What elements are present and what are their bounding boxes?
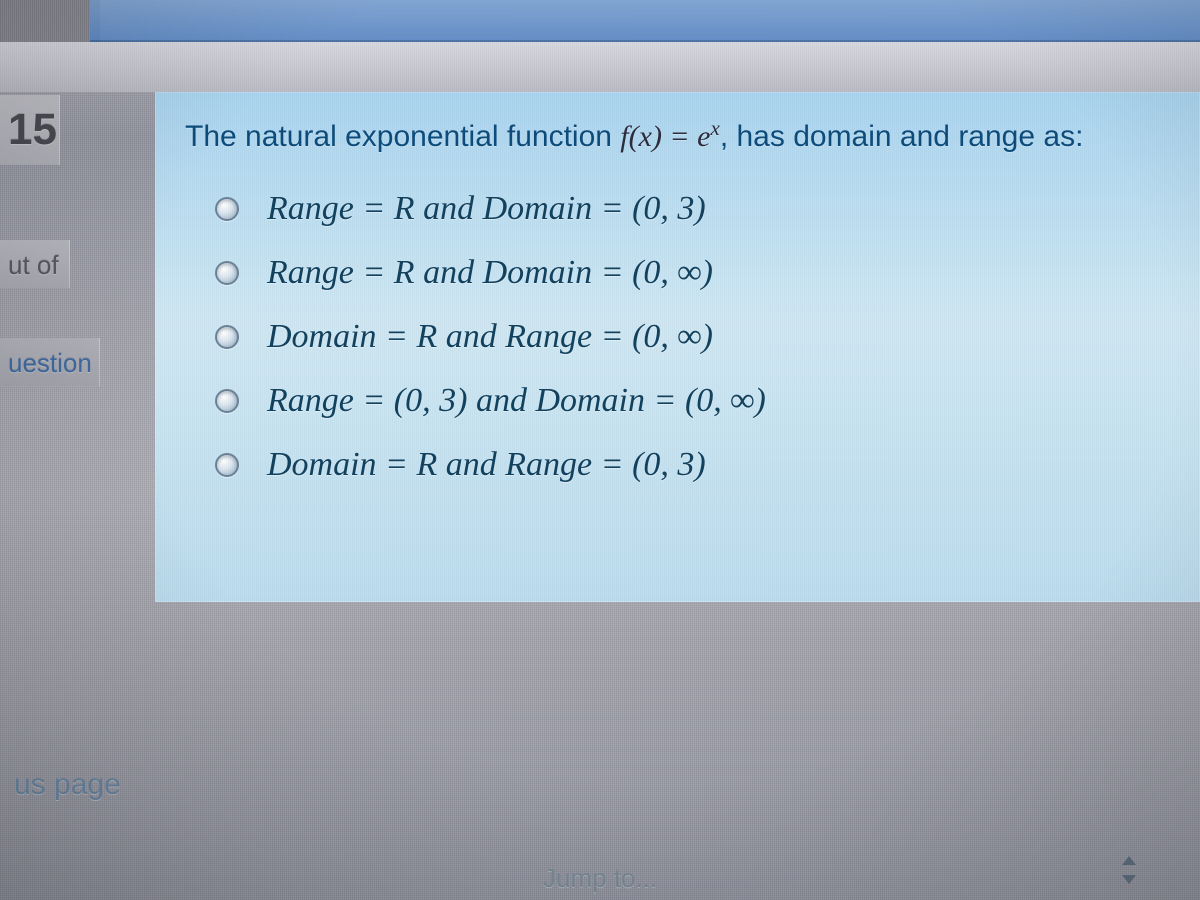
option-label: Range = R and Domain = (0, ∞): [267, 254, 713, 292]
select-arrows-icon[interactable]: [1118, 856, 1140, 884]
options-list: Range = R and Domain = (0, 3) Range = R …: [185, 190, 1170, 484]
gap-strip: [0, 42, 1200, 92]
radio-icon[interactable]: [215, 389, 239, 413]
flag-question-fragment[interactable]: uestion: [0, 338, 100, 386]
option-label: Range = (0, 3) and Domain = (0, ∞): [267, 382, 766, 420]
marks-out-of-fragment: ut of: [0, 240, 70, 288]
option-row[interactable]: Domain = R and Range = (0, ∞): [215, 318, 1170, 356]
out-of-text: ut of: [8, 250, 59, 280]
question-number: 15: [8, 105, 57, 154]
prompt-prefix: The natural exponential function: [185, 120, 620, 153]
previous-page-link-fragment[interactable]: us page: [0, 760, 135, 810]
previous-page-text: us page: [14, 768, 121, 801]
prompt-suffix: , has domain and range as:: [720, 120, 1084, 153]
option-row[interactable]: Domain = R and Range = (0, 3): [215, 446, 1170, 484]
radio-icon[interactable]: [215, 261, 239, 285]
question-panel: The natural exponential function f(x) = …: [155, 92, 1200, 602]
option-row[interactable]: Range = (0, 3) and Domain = (0, ∞): [215, 382, 1170, 420]
question-prompt: The natural exponential function f(x) = …: [185, 116, 1170, 154]
radio-icon[interactable]: [215, 197, 239, 221]
top-bar: [90, 0, 1200, 42]
option-label: Domain = R and Range = (0, 3): [267, 446, 706, 484]
jump-to-label: Jump to...: [543, 863, 657, 894]
option-row[interactable]: Range = R and Domain = (0, ∞): [215, 254, 1170, 292]
flag-question-link[interactable]: uestion: [8, 348, 92, 378]
radio-icon[interactable]: [215, 325, 239, 349]
top-left-stub: [0, 0, 100, 42]
jump-to-select[interactable]: Jump to...: [450, 858, 750, 898]
question-number-card: 15: [0, 95, 60, 165]
option-row[interactable]: Range = R and Domain = (0, 3): [215, 190, 1170, 228]
prompt-math: f(x) = ex: [620, 120, 720, 153]
option-label: Domain = R and Range = (0, ∞): [267, 318, 713, 356]
option-label: Range = R and Domain = (0, 3): [267, 190, 706, 228]
radio-icon[interactable]: [215, 453, 239, 477]
